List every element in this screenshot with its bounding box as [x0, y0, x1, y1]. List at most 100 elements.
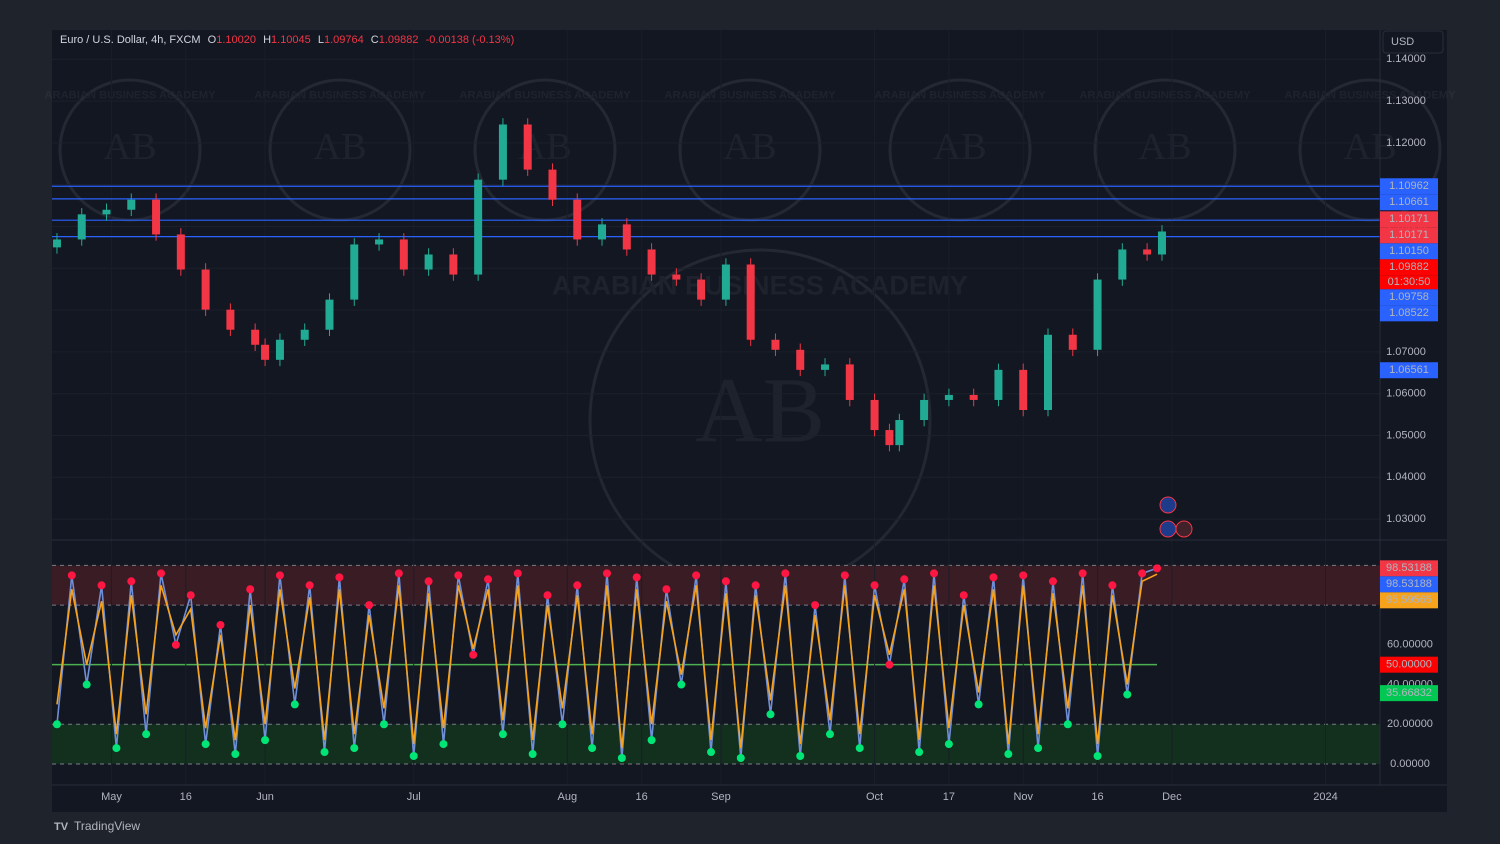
price-label: 35.66832 — [1386, 687, 1432, 699]
ohlc-key: C — [371, 34, 379, 46]
x-tick-label: 17 — [943, 791, 955, 803]
signal-dot — [1138, 569, 1147, 578]
ohlc-key: L — [318, 34, 324, 46]
price-label: 1.10962 — [1389, 180, 1429, 192]
watermark-mark: AB — [723, 126, 776, 168]
candle-body — [300, 329, 309, 340]
candle-body — [598, 224, 607, 240]
signal-dot — [1063, 720, 1072, 729]
signal-dot — [543, 591, 552, 600]
legend-header: Euro / U.S. Dollar, 4h, FXCM O1.10020 H1… — [60, 34, 514, 46]
candle-body — [746, 264, 755, 340]
currency-button[interactable] — [1382, 30, 1444, 54]
x-tick-label: Aug — [558, 791, 578, 803]
candle-body — [647, 249, 656, 275]
x-tick-label: 16 — [1091, 791, 1103, 803]
signal-dot — [127, 577, 136, 586]
signal-dot — [320, 748, 329, 757]
ohlc-value: 1.09764 — [324, 34, 364, 46]
signal-dot — [870, 581, 879, 590]
watermark-mark: AB — [695, 359, 825, 462]
signal-dot — [469, 650, 478, 659]
candle-body — [944, 394, 953, 400]
countdown: 01:30:50 — [1388, 276, 1431, 288]
candle-body — [325, 299, 334, 330]
event-icon[interactable] — [1159, 496, 1177, 514]
candle-body — [176, 234, 185, 270]
y-tick-label: 1.05000 — [1386, 429, 1426, 441]
signal-dot — [617, 753, 626, 762]
signal-dot — [350, 744, 359, 753]
watermark-text: ARABIAN BUSINESS ACADEMY — [1079, 89, 1251, 101]
candle-body — [721, 264, 730, 300]
signal-dot — [1093, 752, 1102, 761]
signal-dot — [825, 730, 834, 739]
price-label: 1.08522 — [1389, 307, 1429, 319]
candle-body — [201, 269, 210, 310]
logo: TV — [54, 821, 69, 833]
candle-body — [573, 199, 582, 240]
signal-dot — [52, 720, 61, 729]
signal-dot — [855, 744, 864, 753]
candle-body — [102, 209, 111, 215]
watermark-mark: AB — [933, 126, 986, 168]
signal-dot — [930, 569, 939, 578]
candle-body — [498, 124, 507, 180]
watermark-text: ARABIAN BUSINESS ACADEMY — [664, 89, 836, 101]
watermark-mark: AB — [1343, 126, 1396, 168]
event-icon[interactable] — [1159, 520, 1177, 538]
brand: TradingView — [74, 819, 140, 833]
candle-body — [399, 239, 408, 270]
plot — [52, 118, 1380, 762]
candle-body — [523, 124, 532, 170]
y-tick-label: 1.12000 — [1386, 137, 1426, 149]
signal-dot — [454, 571, 463, 580]
candle-body — [127, 199, 136, 210]
x-tick-label: Dec — [1162, 791, 1182, 803]
signal-dot — [305, 581, 314, 590]
signal-dot — [171, 640, 180, 649]
signal-dot — [231, 750, 240, 759]
signal-dot — [915, 748, 924, 757]
price-label-box — [1380, 259, 1438, 276]
chart-panel — [52, 30, 1447, 812]
signal-dot — [201, 740, 210, 749]
signal-dot — [365, 601, 374, 610]
candle-body — [885, 430, 894, 446]
candle-body — [672, 274, 681, 280]
signal-dot — [67, 571, 76, 580]
price-label: 95.59565 — [1386, 594, 1432, 606]
signal-dot — [751, 581, 760, 590]
signal-dot — [573, 581, 582, 590]
y-tick-label: 1.03000 — [1386, 513, 1426, 525]
zone — [52, 724, 1380, 764]
candle-body — [969, 394, 978, 400]
signal-dot — [1004, 750, 1013, 759]
signal-dot — [394, 569, 403, 578]
change: -0.00138 (-0.13%) — [426, 34, 515, 46]
signal-dot — [1123, 690, 1132, 699]
watermark: AB ARABIAN BUSINESS ACADEMY AB ARABIAN BUSI… — [44, 78, 1456, 592]
signal-dot — [588, 744, 597, 753]
x-tick-label: 16 — [180, 791, 192, 803]
signal-dot — [1034, 744, 1043, 753]
signal-dot — [781, 569, 790, 578]
price-label-box — [1380, 305, 1438, 322]
candle-body — [52, 239, 61, 248]
y-tick-label: 1.13000 — [1386, 95, 1426, 107]
signal-dot — [959, 591, 968, 600]
signal-dot — [157, 569, 166, 578]
price-label: 1.10171 — [1389, 229, 1429, 241]
watermark-mark: AB — [313, 126, 366, 168]
candle-body — [474, 179, 483, 275]
candle-body — [77, 214, 86, 240]
x-tick-label: Nov — [1013, 791, 1033, 803]
currency[interactable]: USD — [1391, 36, 1414, 48]
candle-body — [1093, 279, 1102, 350]
price-label: 50.00000 — [1386, 659, 1432, 671]
candle-body — [994, 369, 1003, 400]
event-icon[interactable] — [1175, 520, 1193, 538]
signal-dot — [246, 585, 255, 594]
watermark-text: ARABIAN BUSINESS ACADEMY — [1284, 89, 1456, 101]
